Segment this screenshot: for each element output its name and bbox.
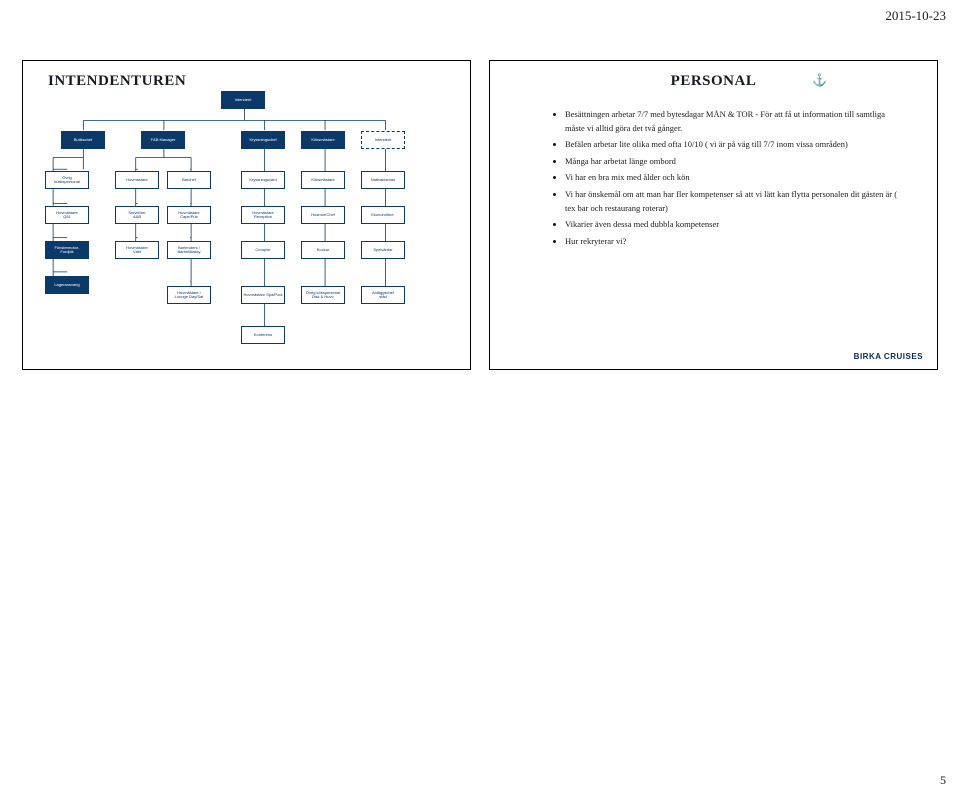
slide-row: INTENDENTUREN Intendent Butikschef F&B Man… <box>22 60 938 370</box>
org-node: Köksmästare <box>301 171 345 189</box>
bullet-item: Vikarier även dessa med dubbla kompetens… <box>565 218 904 232</box>
bullet-item: Många har arbetat länge ombord <box>565 155 904 169</box>
org-node: Intendent <box>361 131 405 149</box>
org-node: Köksmästare <box>301 131 345 149</box>
slide-org-chart: INTENDENTUREN Intendent Butikschef F&B Man… <box>22 60 471 370</box>
org-node: F&B Manager <box>141 131 185 149</box>
bullet-item: Vi har en bra mix med ålder och kön <box>565 171 904 185</box>
org-node: Hovmästare Cape/Pub <box>167 206 211 224</box>
bullet-list: Besättningen arbetar 7/7 med bytesdagar … <box>525 108 904 248</box>
slide-title: PERSONAL <box>505 73 922 90</box>
org-node: Ekonomiföre. <box>361 206 405 224</box>
org-node: Husmor/Chef <box>301 206 345 224</box>
brand-logo: BIRKA CRUISES <box>854 352 923 361</box>
org-node: Övrig butikspersonal <box>45 171 89 189</box>
org-node: Spelvärdar <box>361 241 405 259</box>
org-node: Anläggschef städ <box>361 286 405 304</box>
org-node: Lageransvarig <box>45 276 89 294</box>
org-node: Hovmästare Spa/Pool <box>241 286 285 304</box>
bullet-item: Vi har önskemål om att man har fler komp… <box>565 188 904 215</box>
org-node: Fönstermotor- Fordjök <box>45 241 89 259</box>
org-node: Hovmästare / Lounge Day/Sat <box>167 286 211 304</box>
org-node: Butikschef <box>61 131 105 149</box>
org-node: Barchef <box>167 171 211 189</box>
org-chart-area: Intendent Butikschef F&B Manager Kryssnings… <box>35 91 458 355</box>
bullet-item: Befälen arbetar lite olika med ofta 10/1… <box>565 138 904 152</box>
anchor-icon: ⚓ <box>812 73 827 88</box>
org-node: Kryssningschef <box>241 131 285 149</box>
bullet-item: Hur rekryterar vi? <box>565 235 904 249</box>
org-node: Hovmästare Q51 <box>45 206 89 224</box>
document-date: 2015-10-23 <box>885 8 946 24</box>
org-node: Bartenders / Barbefälassy <box>167 241 211 259</box>
bullet-item: Besättningen arbetar 7/7 med bytesdagar … <box>565 108 904 135</box>
org-node: Kryssningsvärd <box>241 171 285 189</box>
slide-title: INTENDENTUREN <box>48 73 455 90</box>
org-node: Hovmästare <box>115 171 159 189</box>
org-node: Konferens <box>241 326 285 344</box>
slide-personal: ⚓ PERSONAL Besättningen arbetar 7/7 med … <box>489 60 938 370</box>
org-node: Croupier <box>241 241 285 259</box>
org-node: Hovmästare Reception <box>241 206 285 224</box>
org-node: Kockar <box>301 241 345 259</box>
org-node: Servitörer A&B <box>115 206 159 224</box>
org-node: Intendent <box>221 91 265 109</box>
page-number: 5 <box>940 773 946 788</box>
org-node: Hovmästare Väkt <box>115 241 159 259</box>
org-node: Övrig kökspersonal Disk & Huvv. <box>301 286 345 304</box>
org-node: Nattvaktsman <box>361 171 405 189</box>
